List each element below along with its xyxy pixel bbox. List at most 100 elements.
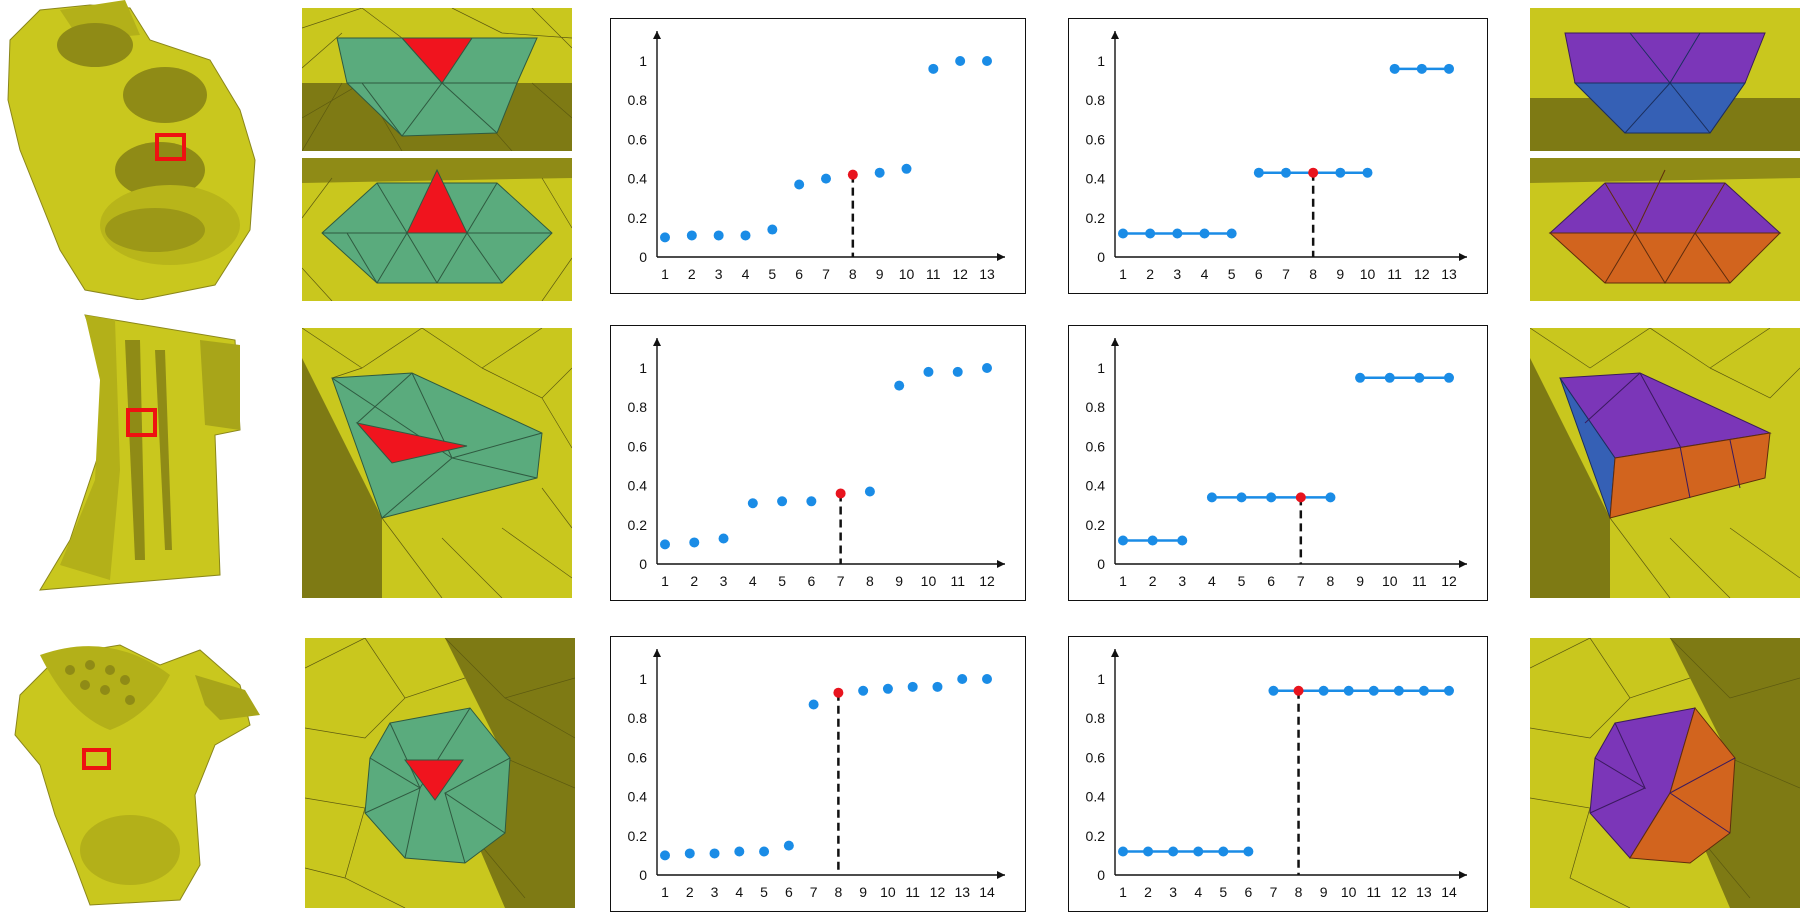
x-tick-label: 6 — [795, 266, 803, 282]
y-tick-label: 0.2 — [1086, 828, 1106, 844]
x-tick-label: 12 — [1441, 573, 1457, 589]
chart-row2-left: 0 0.2 0.4 0.6 0.8 1 1 2 3 4 5 6 7 8 9 10 11 12 — [610, 325, 1026, 601]
x-tick-label: 9 — [1336, 266, 1344, 282]
y-axis-arrow — [1111, 338, 1119, 346]
x-tick-label: 8 — [866, 573, 874, 589]
y-tick-label: 0.8 — [1086, 710, 1106, 726]
data-point — [901, 163, 912, 174]
y-tick-label: 0 — [639, 556, 647, 572]
y-tick-label: 0.2 — [628, 210, 648, 226]
x-tick-label: 13 — [1416, 884, 1432, 900]
data-point — [1218, 846, 1229, 857]
x-tick-label: 2 — [1146, 266, 1154, 282]
x-tick-label: 10 — [1341, 884, 1357, 900]
highlight-point — [847, 169, 858, 180]
y-tick-label: 0 — [1097, 556, 1105, 572]
highlight-box — [126, 408, 157, 437]
x-tick-label: 11 — [1387, 266, 1402, 282]
segmentation-row3 — [1530, 638, 1800, 908]
data-point — [684, 848, 695, 859]
y-tick-label: 0.6 — [628, 131, 648, 147]
model-thumbnail-row1 — [0, 0, 270, 300]
x-tick-label: 10 — [880, 884, 896, 900]
x-tick-label: 1 — [661, 266, 669, 282]
data-point — [1343, 685, 1354, 696]
y-tick-label: 0.8 — [1086, 92, 1106, 108]
y-axis-arrow — [653, 649, 661, 657]
data-point — [794, 179, 805, 190]
data-point — [932, 681, 943, 692]
x-tick-label: 1 — [661, 884, 669, 900]
y-tick-label: 1 — [639, 671, 647, 687]
mesh-closeup-row3 — [305, 638, 575, 908]
x-tick-label: 13 — [979, 266, 995, 282]
x-tick-label: 9 — [1356, 573, 1364, 589]
data-point — [907, 681, 918, 692]
data-point — [1444, 63, 1454, 74]
x-tick-label: 9 — [859, 884, 867, 900]
y-tick-label: 0 — [1097, 867, 1105, 883]
y-tick-label: 1 — [1097, 53, 1105, 69]
x-axis-arrow — [1459, 560, 1467, 568]
y-axis-arrow — [653, 338, 661, 346]
y-tick-label: 0.2 — [1086, 210, 1106, 226]
y-tick-label: 0.4 — [1086, 478, 1106, 494]
highlight-point — [1295, 492, 1306, 503]
data-point — [1177, 535, 1188, 546]
data-point — [1193, 846, 1204, 857]
data-point — [1384, 372, 1395, 383]
data-point — [1318, 685, 1329, 696]
y-axis-arrow — [1111, 649, 1119, 657]
segmentation-row1-top — [1530, 8, 1800, 151]
y-tick-label: 0.4 — [628, 171, 648, 187]
data-point — [686, 230, 697, 241]
x-tick-label: 11 — [1366, 884, 1381, 900]
x-tick-label: 5 — [760, 884, 768, 900]
data-point — [660, 850, 670, 861]
y-tick-label: 0.4 — [628, 478, 648, 494]
y-tick-label: 0.6 — [1086, 438, 1106, 454]
data-point — [1389, 63, 1400, 74]
data-point — [1226, 228, 1237, 239]
data-point — [1418, 685, 1429, 696]
x-tick-label: 3 — [1169, 884, 1177, 900]
data-point — [660, 232, 670, 243]
data-point — [718, 533, 729, 544]
x-tick-label: 8 — [1309, 266, 1317, 282]
x-tick-label: 7 — [1297, 573, 1305, 589]
x-tick-label: 6 — [807, 573, 815, 589]
highlight-box — [155, 133, 186, 161]
y-tick-label: 0.8 — [628, 92, 648, 108]
data-point — [808, 699, 819, 710]
data-point — [821, 173, 831, 184]
x-axis-arrow — [997, 871, 1005, 879]
x-tick-label: 3 — [1173, 266, 1181, 282]
data-point — [1362, 167, 1373, 178]
x-tick-label: 7 — [837, 573, 845, 589]
y-tick-label: 0.8 — [1086, 399, 1106, 415]
y-tick-label: 0.4 — [1086, 789, 1106, 805]
y-tick-label: 0.4 — [1086, 171, 1106, 187]
data-point — [1281, 167, 1291, 178]
x-tick-label: 7 — [822, 266, 830, 282]
data-point — [1444, 685, 1454, 696]
data-point — [734, 846, 745, 857]
y-tick-label: 0 — [639, 249, 647, 265]
y-axis-arrow — [653, 31, 661, 39]
y-tick-label: 0.6 — [628, 438, 648, 454]
y-tick-label: 1 — [1097, 671, 1105, 687]
x-tick-label: 1 — [1119, 573, 1127, 589]
x-tick-label: 10 — [899, 266, 915, 282]
data-point — [1416, 63, 1427, 74]
x-axis-arrow — [997, 560, 1005, 568]
x-tick-label: 8 — [1327, 573, 1335, 589]
x-tick-label: 4 — [742, 266, 750, 282]
x-tick-label: 1 — [1119, 266, 1127, 282]
data-point — [952, 366, 963, 377]
highlight-point — [833, 687, 844, 698]
x-tick-label: 12 — [979, 573, 995, 589]
x-tick-label: 4 — [735, 884, 743, 900]
highlight-point — [835, 488, 846, 499]
data-point — [982, 56, 992, 66]
data-point — [928, 63, 939, 74]
